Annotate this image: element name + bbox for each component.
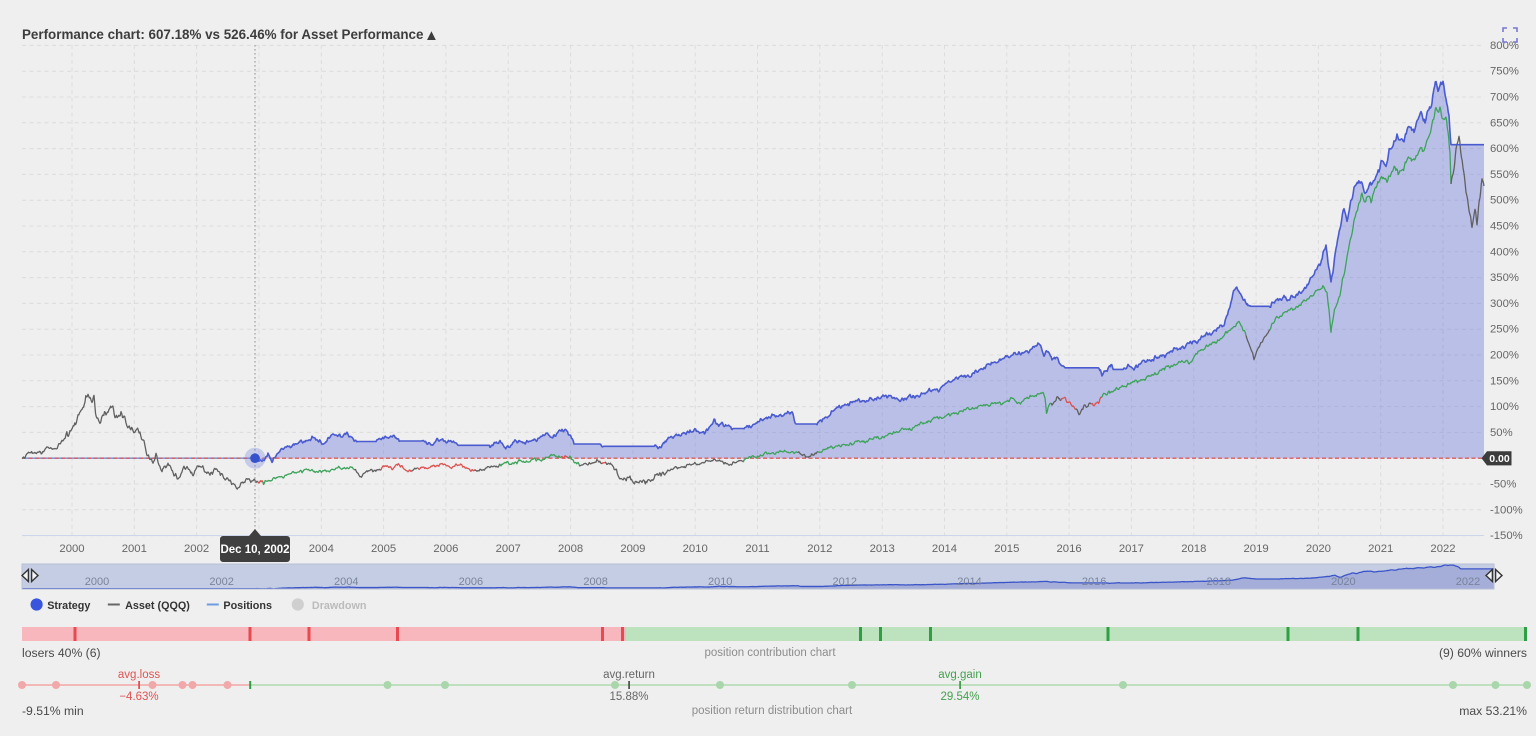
svg-text:avg.gain: avg.gain xyxy=(938,669,981,681)
svg-text:29.54%: 29.54% xyxy=(940,691,979,703)
svg-text:700%: 700% xyxy=(1490,92,1519,104)
svg-text:losers 40% (6): losers 40% (6) xyxy=(22,646,101,660)
svg-text:2013: 2013 xyxy=(870,543,895,555)
svg-text:avg.loss: avg.loss xyxy=(118,669,160,681)
svg-text:Drawdown: Drawdown xyxy=(312,600,367,612)
svg-text:−4.63%: −4.63% xyxy=(119,691,158,703)
svg-text:2022: 2022 xyxy=(1430,543,1455,555)
svg-text:2009: 2009 xyxy=(620,543,645,555)
svg-text:2002: 2002 xyxy=(184,543,209,555)
svg-text:2010: 2010 xyxy=(708,576,732,588)
svg-text:avg.return: avg.return xyxy=(603,669,655,681)
svg-text:2006: 2006 xyxy=(433,543,458,555)
svg-text:2017: 2017 xyxy=(1119,543,1144,555)
svg-text:350%: 350% xyxy=(1490,272,1519,284)
svg-text:-100%: -100% xyxy=(1490,504,1523,516)
svg-text:2012: 2012 xyxy=(833,576,857,588)
svg-text:2007: 2007 xyxy=(496,543,521,555)
svg-text:2016: 2016 xyxy=(1057,543,1082,555)
svg-text:400%: 400% xyxy=(1490,246,1519,258)
svg-text:50%: 50% xyxy=(1490,427,1513,439)
svg-text:-9.51% min: -9.51% min xyxy=(22,704,84,718)
svg-text:▲: ▲ xyxy=(424,27,439,44)
svg-text:2012: 2012 xyxy=(807,543,832,555)
svg-text:-50%: -50% xyxy=(1490,479,1516,491)
svg-text:2008: 2008 xyxy=(558,543,583,555)
svg-text:2021: 2021 xyxy=(1368,543,1393,555)
svg-text:150%: 150% xyxy=(1490,375,1519,387)
svg-text:2000: 2000 xyxy=(85,576,109,588)
svg-text:750%: 750% xyxy=(1490,66,1519,78)
svg-text:2018: 2018 xyxy=(1207,576,1231,588)
svg-text:2022: 2022 xyxy=(1456,576,1480,588)
svg-text:max 53.21%: max 53.21% xyxy=(1459,704,1527,718)
svg-text:2002: 2002 xyxy=(209,576,233,588)
svg-text:300%: 300% xyxy=(1490,298,1519,310)
svg-text:2010: 2010 xyxy=(683,543,708,555)
svg-text:2015: 2015 xyxy=(994,543,1019,555)
svg-text:2018: 2018 xyxy=(1181,543,1206,555)
svg-text:2006: 2006 xyxy=(459,576,483,588)
svg-text:600%: 600% xyxy=(1490,143,1519,155)
svg-text:2000: 2000 xyxy=(59,543,84,555)
svg-text:650%: 650% xyxy=(1490,117,1519,129)
svg-text:Dec 10, 2002: Dec 10, 2002 xyxy=(220,544,289,556)
svg-text:2011: 2011 xyxy=(745,543,769,555)
svg-text:-150%: -150% xyxy=(1490,530,1523,542)
svg-text:Asset (QQQ): Asset (QQQ) xyxy=(125,600,190,612)
svg-text:2014: 2014 xyxy=(957,576,981,588)
svg-text:Strategy: Strategy xyxy=(47,600,90,612)
svg-text:250%: 250% xyxy=(1490,324,1519,336)
svg-text:15.88%: 15.88% xyxy=(609,691,648,703)
svg-text:2014: 2014 xyxy=(932,543,957,555)
svg-text:position contribution chart: position contribution chart xyxy=(704,647,836,659)
svg-text:position return distribution c: position return distribution chart xyxy=(692,705,853,717)
svg-text:2020: 2020 xyxy=(1306,543,1331,555)
svg-text:2016: 2016 xyxy=(1082,576,1106,588)
svg-text:2004: 2004 xyxy=(334,576,358,588)
svg-text:800%: 800% xyxy=(1490,40,1519,52)
svg-text:2005: 2005 xyxy=(371,543,396,555)
svg-text:0.00: 0.00 xyxy=(1489,453,1510,465)
svg-text:Performance chart: 607.18% vs: Performance chart: 607.18% vs 526.46% fo… xyxy=(22,27,423,42)
svg-text:2008: 2008 xyxy=(583,576,607,588)
svg-text:2001: 2001 xyxy=(122,543,147,555)
svg-text:200%: 200% xyxy=(1490,350,1519,362)
svg-text:550%: 550% xyxy=(1490,169,1519,181)
svg-text:500%: 500% xyxy=(1490,195,1519,207)
svg-text:2019: 2019 xyxy=(1244,543,1269,555)
svg-text:(9) 60% winners: (9) 60% winners xyxy=(1439,646,1527,660)
svg-text:2020: 2020 xyxy=(1331,576,1355,588)
svg-text:2004: 2004 xyxy=(309,543,334,555)
svg-text:100%: 100% xyxy=(1490,401,1519,413)
svg-text:450%: 450% xyxy=(1490,221,1519,233)
svg-text:Positions: Positions xyxy=(223,600,272,612)
